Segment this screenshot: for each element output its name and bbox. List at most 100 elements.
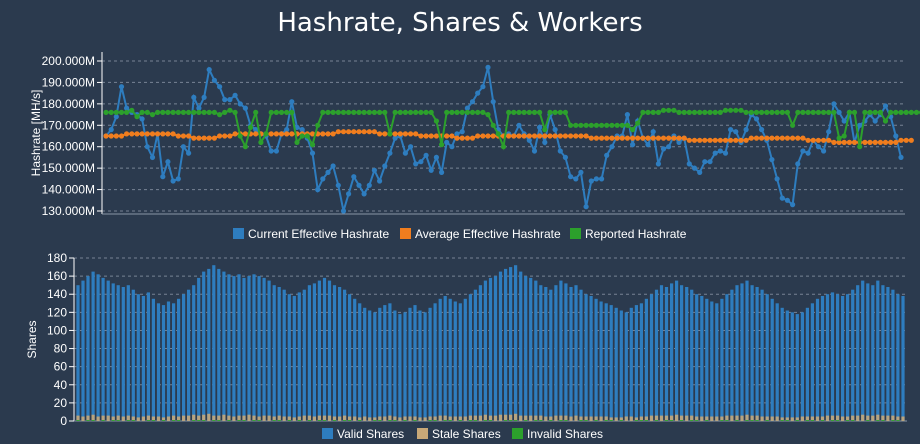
invalid-bar — [126, 420, 130, 421]
invalid-bar — [242, 420, 246, 421]
data-point — [826, 137, 832, 143]
data-point — [480, 133, 486, 139]
data-point — [113, 114, 119, 120]
data-point — [753, 109, 760, 115]
data-point — [604, 135, 610, 141]
data-point — [831, 109, 837, 115]
data-point — [573, 122, 579, 128]
data-point — [371, 167, 377, 173]
invalid-bar — [539, 420, 543, 421]
data-point — [284, 127, 290, 133]
data-point — [346, 109, 352, 115]
data-point — [289, 99, 295, 105]
invalid-bar — [680, 420, 684, 421]
legend-swatch — [322, 428, 333, 439]
data-point — [733, 107, 739, 113]
valid-bar — [654, 289, 659, 421]
valid-bar — [861, 280, 865, 421]
invalid-bar — [91, 420, 95, 421]
data-point — [273, 148, 279, 154]
stale-bar — [136, 417, 140, 421]
valid-bar — [222, 271, 226, 421]
legend-item-invalid-shares[interactable]: Invalid Shares — [512, 427, 603, 441]
valid-bar — [151, 298, 155, 422]
invalid-bar — [197, 420, 201, 421]
valid-bar — [750, 285, 754, 421]
legend-item-valid-shares[interactable]: Valid Shares — [322, 427, 404, 441]
valid-bar — [820, 296, 825, 421]
data-point — [728, 137, 734, 143]
valid-bar — [197, 277, 201, 421]
data-point — [382, 163, 388, 169]
data-point — [784, 109, 791, 115]
data-point — [717, 109, 723, 115]
invalid-bar — [579, 420, 583, 421]
data-point — [547, 133, 553, 139]
invalid-bar — [549, 420, 553, 421]
legend-item-average-effective-hashrate[interactable]: Average Effective Hashrate — [400, 227, 561, 241]
invalid-bar — [297, 420, 301, 421]
data-point — [366, 182, 372, 188]
invalid-bar — [866, 420, 870, 421]
valid-bar — [428, 307, 432, 421]
data-point — [635, 120, 641, 126]
invalid-bar — [272, 420, 276, 421]
data-point — [408, 144, 414, 150]
data-point — [681, 109, 687, 115]
data-point — [340, 129, 347, 135]
data-point — [309, 131, 316, 137]
stale-bar — [493, 415, 498, 421]
data-point — [614, 135, 620, 141]
stale-bar — [629, 416, 633, 421]
stale-bar — [438, 415, 442, 421]
data-point — [330, 109, 336, 115]
legend-item-reported-hashrate[interactable]: Reported Hashrate — [570, 227, 687, 241]
data-point — [175, 133, 181, 139]
data-point — [511, 133, 517, 139]
hashrate-chart: 130.000M 140.000M 150.000M 160.000M 170.000M… — [29, 52, 920, 241]
y-tick-label: 20 — [54, 396, 68, 410]
y-tick-label: 130.000M — [42, 204, 95, 218]
stale-bar — [156, 416, 161, 421]
data-point — [697, 109, 703, 115]
invalid-bar — [846, 420, 850, 421]
valid-bar — [393, 310, 397, 421]
data-point — [753, 135, 760, 141]
legend-item-current-effective-hashrate[interactable]: Current Effective Hashrate — [233, 227, 390, 241]
data-point — [650, 109, 656, 115]
stale-bar — [800, 416, 804, 421]
y-tick-label: 200.000M — [42, 54, 95, 68]
data-point — [273, 109, 279, 115]
stale-bar — [534, 415, 538, 421]
data-point — [666, 135, 672, 141]
data-point — [805, 109, 811, 115]
data-point — [186, 109, 192, 115]
valid-bar — [358, 303, 362, 421]
data-point — [722, 150, 729, 156]
data-point — [500, 144, 507, 150]
data-point — [191, 94, 197, 100]
valid-bar — [91, 271, 95, 421]
valid-bar — [644, 298, 648, 422]
data-point — [697, 137, 703, 143]
stale-bar — [685, 415, 689, 421]
invalid-bar — [810, 420, 814, 421]
valid-bar — [368, 310, 372, 421]
stale-bar — [453, 416, 457, 421]
invalid-bar — [161, 420, 166, 421]
stale-bar — [378, 416, 382, 421]
data-point — [681, 135, 687, 141]
stale-bar — [151, 416, 155, 421]
data-point — [418, 159, 424, 165]
legend-item-stale-shares[interactable]: Stale Shares — [417, 427, 501, 441]
data-point — [717, 148, 723, 154]
data-point — [712, 137, 718, 143]
data-point — [624, 122, 631, 128]
data-point — [175, 176, 181, 182]
stale-bar — [790, 417, 794, 421]
stale-bar — [599, 416, 603, 421]
valid-bar — [760, 289, 764, 421]
data-point — [206, 109, 212, 115]
data-point — [449, 133, 455, 139]
data-point — [392, 131, 398, 137]
